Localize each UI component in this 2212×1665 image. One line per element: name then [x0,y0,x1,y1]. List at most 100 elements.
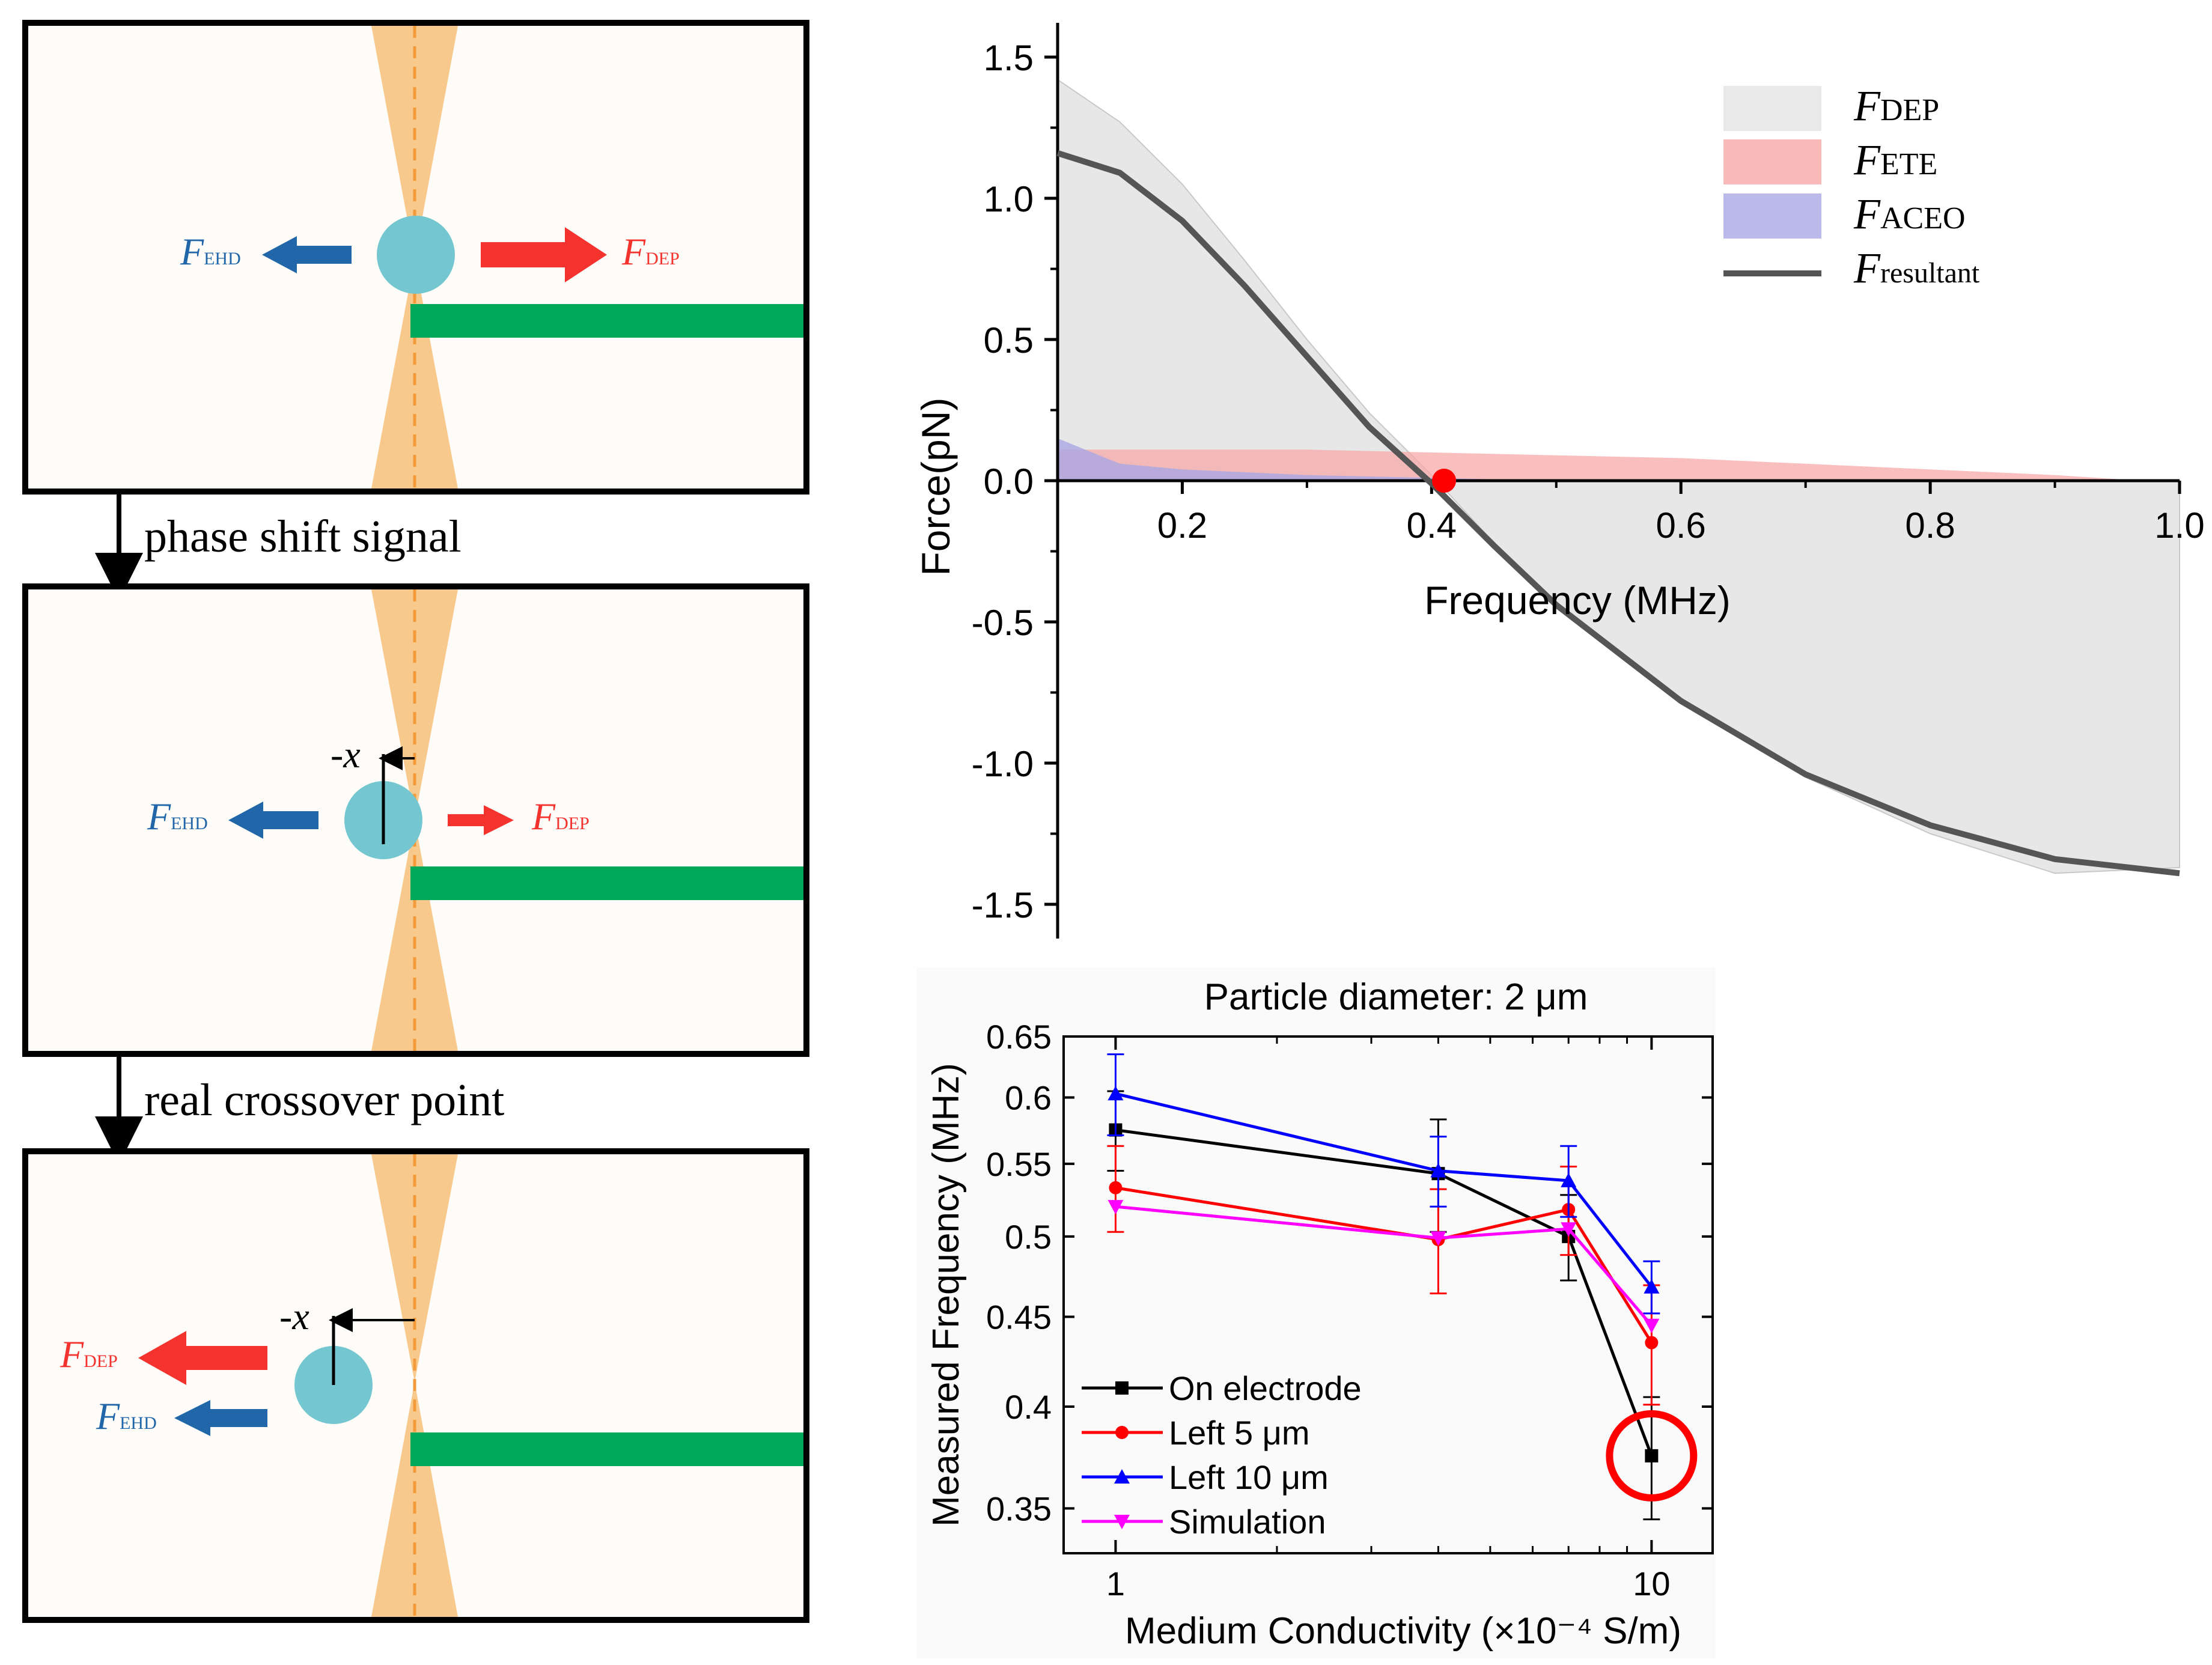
legend-item-left-10-m: Left 10 μm [1082,1458,1329,1496]
measured-series [1107,1053,1698,1521]
legend-marker [1115,1426,1129,1439]
y-tick-label: 0.45 [986,1298,1052,1336]
legend-swatch-faceo [1723,193,1821,239]
y-tick-label: 0.4 [1005,1388,1052,1426]
legend-item-left-5-m: Left 5 μm [1082,1414,1310,1452]
crossover-point [1432,469,1457,493]
legend-label: Left 5 μm [1169,1414,1310,1452]
dep-label: FDEP [531,795,590,838]
ehd-label: FEHD [147,795,208,838]
y-tick-label: 0.55 [986,1145,1052,1183]
electrode [410,866,803,900]
data-point [1561,1222,1577,1237]
panel-1: FEHD FDEP [22,20,809,495]
legend-label-fdep: FDEP [1853,82,1939,130]
ehd-arrow [228,802,318,839]
measured-title: Particle diameter: 2 μm [1204,976,1588,1018]
plot-frame [1062,1035,1714,1554]
x-tick-label: 0.6 [1656,505,1706,546]
data-point [1645,1449,1659,1463]
measured-ylabel: Measured Frequency (MHz) [925,1063,967,1527]
y-tick-label: 0.35 [986,1490,1052,1527]
force-xlabel: Frequency (MHz) [1424,578,1731,622]
y-tick-label: -0.5 [972,603,1034,643]
measured-xlabel: Medium Conductivity (×10⁻⁴ S/m) [1125,1610,1681,1652]
legend-item-simulation: Simulation [1082,1503,1326,1541]
dep-label: FDEP [59,1333,118,1375]
y-tick-label: -1.5 [972,885,1034,925]
dep-arrow [481,227,607,282]
data-point [1644,1318,1660,1333]
ehd-arrow [262,236,352,273]
data-point [1645,1336,1659,1350]
data-point [1108,1200,1124,1215]
ehd-label: FEHD [96,1395,157,1437]
area-faceo [1058,438,1556,481]
force-axes: -1.5 -1.0 -0.5 0.0 0.5 1.0 1.5 0.2 0.4 0.6 0.8 1.0 [972,23,2205,939]
legend-label-faceo: FACEO [1853,190,1966,238]
y-tick-label: 1.5 [984,38,1034,78]
measured-axes: 0.35 0.4 0.45 0.5 0.55 0.6 0.65 1 10 [986,1018,1714,1603]
dep-arrow [138,1331,267,1385]
legend-label-fete: FETE [1853,136,1937,184]
data-point [1561,1172,1577,1187]
legend-label: On electrode [1169,1369,1362,1407]
data-point [1644,1279,1660,1294]
force-ylabel: Force(pN) [913,397,958,576]
legend-swatch-fdep [1723,86,1821,131]
legend-label: Simulation [1169,1503,1326,1541]
series-simulation [1108,1200,1660,1333]
legend-label-fresultant: Fresultant [1853,244,1980,292]
force-legend: FDEP FETE FACEO Fresultant [1723,82,1980,292]
line-fresultant [1056,150,2180,877]
measured-chart: Particle diameter: 2 μm 0.350.40.450.50.… [916,967,1716,1658]
force-resultant [1056,150,2180,877]
legend-label: Left 10 μm [1169,1458,1329,1496]
series-line [1115,1205,1653,1327]
y-tick-label: 0.5 [1005,1218,1052,1256]
dep-arrow [448,805,514,835]
data-point [1108,1086,1124,1101]
series-left-10-m [1107,1053,1660,1315]
data-point [1430,1163,1446,1178]
x-tick-label: 10 [1633,1565,1670,1603]
data-point [1430,1231,1446,1246]
electrode [410,304,803,338]
schematic-panels: FEHD FDEP phase shift signal -x FEHD FDE… [22,20,809,1623]
panel-2: -x FEHD FDEP [22,583,809,1057]
highlight-circle [1606,1410,1698,1502]
panel-3: -x FDEP FEHD [22,1148,809,1623]
force-chart: -1.5-1.0-0.50.00.51.01.50.2 0.4 0.6 0.8 1.0 … [913,23,2205,939]
y-tick-label: 0.65 [986,1018,1052,1056]
series-line [1115,1092,1653,1288]
y-tick-label: 0.6 [1005,1079,1052,1117]
legend-marker [1114,1469,1130,1484]
ehd-arrow [174,1400,267,1436]
x-tick-label: 0.4 [1407,505,1457,546]
y-tick-label: -1.0 [972,744,1034,784]
data-point [1109,1181,1123,1195]
series-line [1115,1128,1653,1456]
transition-label-2: real crossover point [144,1075,504,1125]
offset-label: -x [279,1295,309,1338]
legend-marker [1115,1381,1129,1395]
offset-label: -x [331,733,361,776]
x-tick-label: 1 [1106,1565,1125,1603]
x-tick-label: 1.0 [2154,505,2204,546]
x-tick-label: 0.2 [1157,505,1207,546]
y-tick-label: 1.0 [984,179,1034,219]
y-tick-label: 0.0 [984,461,1034,502]
area-fete [1058,449,2180,481]
x-tick-label: 0.8 [1905,505,1955,546]
particle [377,216,455,294]
measured-chart-bg [916,967,1716,1658]
legend-swatch-fete [1723,139,1821,184]
measured-legend: On electrode Left 5 μm Left 10 μm Simulatio… [1082,1369,1362,1541]
transition-label-1: phase shift signal [144,511,462,562]
legend-marker [1114,1515,1130,1529]
legend-item-on-electrode: On electrode [1082,1369,1362,1407]
electrode [410,1432,803,1466]
force-areas [1057,78,2180,874]
y-tick-label: 0.5 [984,320,1034,361]
